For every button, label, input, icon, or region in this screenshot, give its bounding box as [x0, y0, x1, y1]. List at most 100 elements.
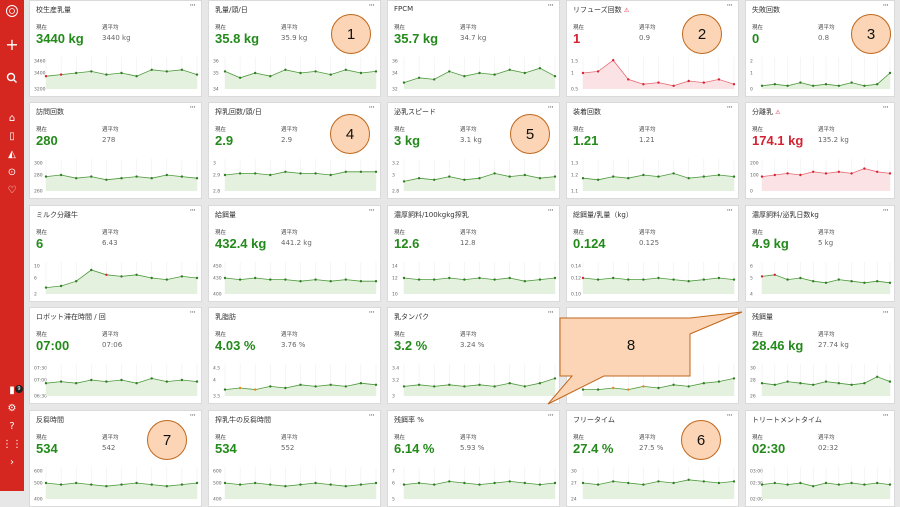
kpi-card[interactable]: 濃厚飼料/泌乳日数kg ··· 現在 週平均 4.9 kg 5 kg 6 5 4	[745, 205, 895, 302]
card-title: トリートメントタイム	[752, 416, 822, 424]
data-point	[314, 70, 317, 73]
data-point	[135, 273, 138, 276]
add-icon[interactable]: +	[5, 35, 19, 54]
card-menu-button[interactable]: ···	[882, 103, 889, 113]
card-menu-button[interactable]: ···	[882, 308, 889, 318]
axis-tick-label: 100	[750, 173, 759, 179]
data-point	[59, 173, 63, 177]
kpi-card[interactable]: 校生産乳量 ··· 現在 週平均 3440 kg 3440 kg 3460 3400 3200	[29, 0, 202, 97]
data-point	[657, 480, 660, 483]
data-point	[687, 177, 690, 180]
card-menu-button[interactable]: ···	[547, 1, 554, 11]
card-title: ロボット滞在時間 / 回	[36, 313, 106, 321]
sparkline-chart: 14 12 10	[392, 262, 557, 298]
robot-icon[interactable]: ▯	[9, 131, 15, 142]
data-point	[180, 68, 184, 71]
average-value: 0.9	[639, 34, 651, 42]
axis-tick-label: 2	[34, 292, 37, 298]
data-point	[223, 173, 227, 177]
card-menu-button[interactable]: ···	[189, 206, 196, 216]
card-menu-button[interactable]: ···	[882, 1, 889, 11]
card-menu-button[interactable]: ···	[547, 206, 554, 216]
card-title: 残餌率 %	[394, 416, 424, 424]
home-icon[interactable]: ⌂	[8, 113, 16, 124]
health-icon[interactable]: ♡	[7, 185, 17, 196]
current-label: 現在	[394, 332, 406, 338]
current-label: 現在	[215, 435, 227, 441]
average-label: 週平均	[102, 332, 119, 338]
card-menu-button[interactable]: ···	[189, 1, 196, 11]
card-menu-button[interactable]: ···	[726, 411, 733, 421]
card-menu-button[interactable]: ···	[726, 103, 733, 113]
expand-icon[interactable]: ›	[0, 456, 24, 470]
data-point	[433, 385, 436, 388]
current-value: 07:00	[36, 338, 70, 353]
kpi-card[interactable]: 乳タンパク ··· 現在 週平均 3.2 % 3.24 % 3.4 3.2 3	[387, 307, 560, 404]
kpi-card[interactable]: 乳脂肪 ··· 現在 週平均 4.03 % 3.76 % 4.5 4 3.5	[208, 307, 381, 404]
card-menu-button[interactable]: ···	[882, 411, 889, 421]
kpi-card[interactable]: 訪問回数 ··· 現在 週平均 280 278 300 280 260	[29, 102, 202, 199]
card-menu-button[interactable]: ···	[547, 411, 554, 421]
data-point	[837, 483, 840, 486]
card-menu-button[interactable]: ···	[368, 206, 375, 216]
card-title: 装着回数	[573, 108, 601, 116]
card-menu-button[interactable]: ···	[189, 411, 196, 421]
average-label: 週平均	[281, 332, 298, 338]
kpi-card[interactable]: 搾乳回数/頭/日 ··· 現在 週平均 2.9 2.9 3 2.9 2.8	[208, 102, 381, 199]
current-value: 6.14 %	[394, 441, 435, 456]
device-icon[interactable]: ▮ 9	[0, 384, 24, 398]
kpi-card[interactable]: ミルク分離牛 ··· 現在 週平均 6 6.43 10 6 2	[29, 205, 202, 302]
kpi-card[interactable]: 残餌量 ··· 現在 週平均 28.46 kg 27.74 kg 30 28 26	[745, 307, 895, 404]
kpi-card[interactable]: FPCM ··· 現在 週平均 35.7 kg 34.7 kg 36 34 32	[387, 0, 560, 97]
cow-icon[interactable]: ⊙	[7, 167, 17, 178]
card-menu-button[interactable]: ···	[882, 206, 889, 216]
data-point	[812, 170, 815, 173]
kpi-card[interactable]: 給餌量 ··· 現在 週平均 432.4 kg 441.2 kg 450 430 400	[208, 205, 381, 302]
card-menu-button[interactable]: ···	[547, 103, 554, 113]
current-value: 432.4 kg	[215, 236, 267, 251]
axis-tick-label: 1	[750, 71, 753, 77]
card-menu-button[interactable]: ···	[726, 206, 733, 216]
barn-icon[interactable]: ◭	[8, 149, 16, 160]
apps-icon[interactable]: ⋮⋮	[0, 438, 24, 452]
axis-tick-label: 30	[750, 366, 756, 372]
card-menu-button[interactable]: ···	[368, 308, 375, 318]
data-point	[195, 380, 199, 383]
logo-icon[interactable]	[0, 4, 24, 23]
kpi-card[interactable]: 装着回数 ··· 現在 週平均 1.21 1.21 1.3 1.2 1.1	[566, 102, 739, 199]
data-point	[165, 173, 168, 177]
card-menu-button[interactable]: ···	[368, 411, 375, 421]
card-menu-button[interactable]: ···	[368, 103, 375, 113]
current-label: 現在	[573, 127, 585, 133]
data-point	[463, 75, 466, 78]
data-point	[314, 278, 317, 281]
card-menu-button[interactable]: ···	[368, 1, 375, 11]
card-menu-button[interactable]: ···	[189, 308, 196, 318]
data-point	[732, 175, 736, 178]
help-icon[interactable]: ?	[0, 420, 24, 434]
data-point	[329, 483, 332, 486]
kpi-card[interactable]: 分離乳 ⚠ ··· 現在 週平均 174.1 kg 135.2 kg 200 100 0	[745, 102, 895, 199]
data-point	[612, 386, 615, 390]
settings-icon[interactable]: ⚙	[0, 402, 24, 416]
current-value: 3.2 %	[394, 338, 428, 353]
kpi-card[interactable]: 総餌量/乳量（kg） ··· 現在 週平均 0.124 0.125 0.14 0.12 0.10	[566, 205, 739, 302]
data-point	[760, 382, 764, 385]
axis-tick-label: 1.3	[571, 161, 578, 167]
average-label: 週平均	[818, 435, 835, 441]
card-menu-button[interactable]: ···	[726, 1, 733, 11]
axis-tick-label: 06:30	[34, 394, 47, 400]
axis-tick-label: 450	[213, 264, 222, 270]
sidebar: + ⌂ ▯ ◭ ⊙ ♡ ▮ 9 ⚙? ⋮⋮ ›	[0, 0, 24, 491]
search-icon[interactable]	[0, 72, 24, 89]
data-point	[150, 483, 153, 486]
card-menu-button[interactable]: ···	[189, 103, 196, 113]
data-point	[299, 280, 302, 283]
data-point	[863, 382, 866, 385]
kpi-card[interactable]: ロボット滞在時間 / 回 ··· 現在 週平均 07:00 07:06 07:30 07:00…	[29, 307, 202, 404]
data-point	[329, 173, 332, 177]
card-title: 給餌量	[215, 211, 236, 219]
kpi-card[interactable]: 濃厚飼料/100kgkg搾乳 ··· 現在 週平均 12.6 12.8 14 12 10	[387, 205, 560, 302]
card-menu-button[interactable]: ···	[547, 308, 554, 318]
sparkline-chart: 30 28 26	[750, 364, 892, 400]
